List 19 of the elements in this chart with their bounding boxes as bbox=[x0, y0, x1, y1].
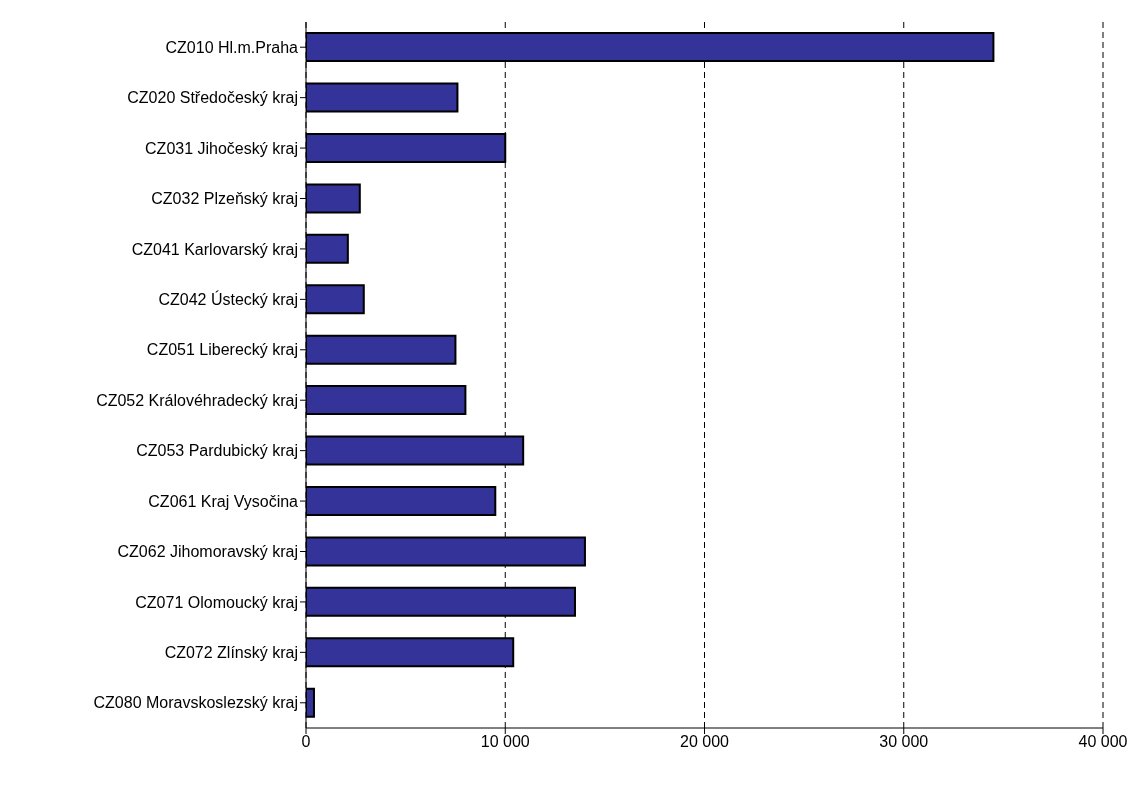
y-tick-label: CZ053 Pardubický kraj bbox=[136, 442, 298, 460]
y-tick-label: CZ061 Kraj Vysočina bbox=[148, 492, 299, 510]
y-tick-label: CZ071 Olomoucký kraj bbox=[135, 593, 298, 611]
y-tick-label: CZ010 Hl.m.Praha bbox=[165, 38, 299, 56]
y-tick-label: CZ080 Moravskoslezský kraj bbox=[93, 694, 298, 712]
x-tick-label: 20 000 bbox=[680, 733, 730, 751]
y-tick-label: CZ031 Jihočeský kraj bbox=[145, 139, 298, 157]
x-tick-label: 40 000 bbox=[1078, 733, 1128, 751]
x-tick-label: 30 000 bbox=[879, 733, 929, 751]
y-tick-label: CZ051 Liberecký kraj bbox=[146, 341, 298, 359]
y-tick-label: CZ072 Zlínský kraj bbox=[164, 644, 298, 662]
y-tick-label: CZ062 Jihomoravský kraj bbox=[117, 543, 298, 561]
y-tick-label: CZ041 Karlovarský kraj bbox=[131, 240, 298, 258]
y-tick-label: CZ052 Královéhradecký kraj bbox=[96, 391, 298, 409]
x-tick-label: 10 000 bbox=[480, 733, 530, 751]
y-tick-label: CZ032 Plzeňský kraj bbox=[151, 190, 298, 208]
y-tick-label: CZ042 Ústecký kraj bbox=[158, 290, 298, 309]
y-tick-label: CZ020 Středočeský kraj bbox=[127, 89, 298, 107]
x-tick-label: 0 bbox=[301, 733, 311, 751]
